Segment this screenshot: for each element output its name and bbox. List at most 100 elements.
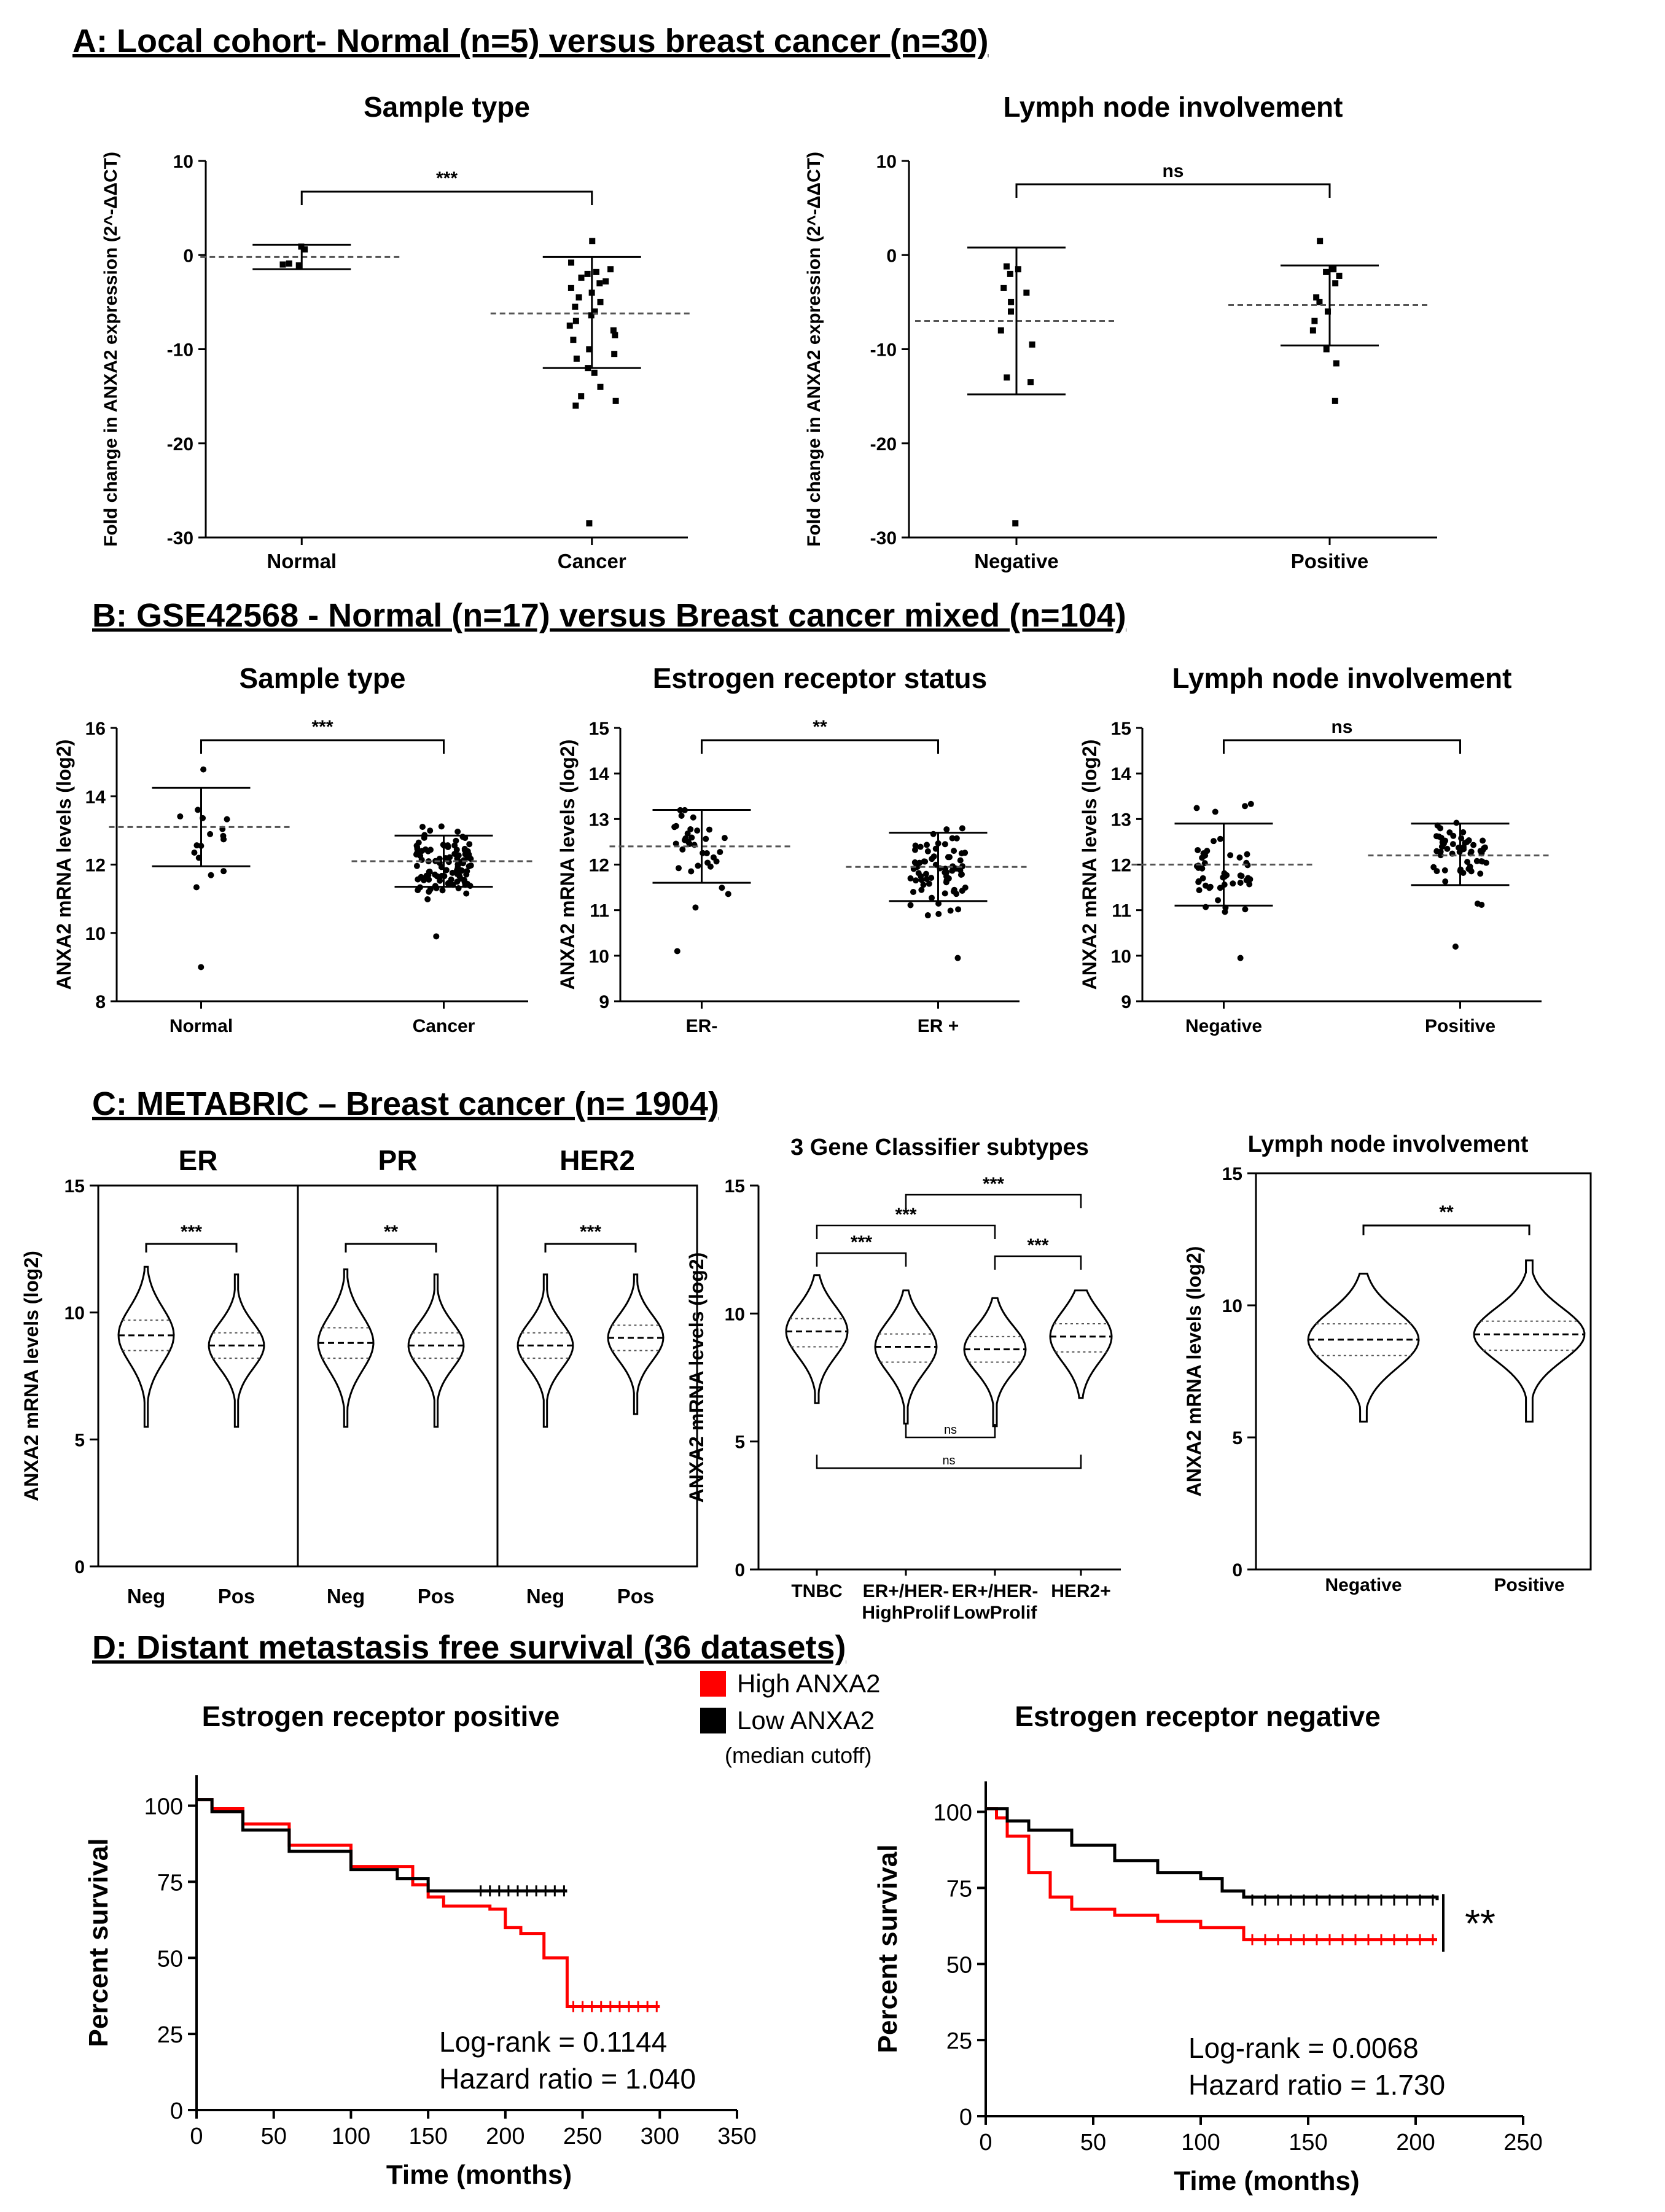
B2-data-point (935, 901, 942, 907)
A1-title: Sample type (364, 91, 530, 123)
C1-category-label: Pos (617, 1585, 655, 1608)
B3-data-point (1478, 901, 1485, 908)
A1-data-point (591, 308, 598, 315)
B1-data-point (439, 887, 446, 894)
C2-y-tick-label: 15 (725, 1176, 745, 1197)
B2-y-title: ANXA2 mRNA levels (log2) (556, 740, 579, 990)
A2-data-point (1325, 308, 1332, 315)
B3-data-point (1199, 854, 1206, 861)
B3-data-point (1195, 846, 1201, 853)
B1-data-point (415, 839, 422, 846)
B2-data-point (690, 814, 696, 821)
D2-x-tick-label: 150 (1289, 2130, 1327, 2155)
C1-significance-bracket (345, 1243, 437, 1253)
B3-data-point (1437, 852, 1444, 859)
B2-y-tick-label: 14 (589, 764, 610, 784)
C1-y-tick-label: 15 (64, 1176, 85, 1197)
C3-title: Lymph node involvement (1248, 1131, 1529, 1157)
B2-data-point (942, 869, 948, 876)
B3-data-point (1464, 859, 1471, 866)
B3-significance-bracket (1223, 739, 1461, 754)
D1-x-tick-label: 350 (717, 2124, 756, 2149)
B1-data-point (451, 842, 458, 849)
legend-swatch-high (700, 1671, 726, 1697)
B3-data-point (1449, 841, 1456, 848)
D1-x-title: Time (months) (386, 2160, 572, 2190)
B2-y-tick-label: 13 (589, 810, 609, 830)
B2-data-point (953, 835, 960, 842)
B1-data-point (466, 863, 472, 870)
D2-x-tick-label: 200 (1396, 2130, 1435, 2155)
A1-significance-label: *** (436, 168, 458, 189)
A1-data-point (572, 303, 579, 310)
B3-data-point (1444, 845, 1451, 852)
B2-data-point (688, 834, 695, 841)
D1-x-tick-label: 200 (486, 2124, 524, 2149)
D1-x-tick-label: 250 (563, 2124, 602, 2149)
A1-data-point (572, 402, 579, 409)
B2-data-point (703, 835, 709, 842)
A1-data-point (570, 337, 577, 343)
A1-y-title: Fold change in ANXA2 expression (2^-ΔΔCT… (101, 152, 121, 547)
D2-y-tick-label: 0 (959, 2105, 972, 2130)
B3-data-point (1242, 906, 1249, 913)
B2-data-point (717, 849, 723, 856)
B2-data-point (700, 850, 706, 856)
A2-data-point (1311, 318, 1318, 324)
C2-violin (874, 1289, 938, 1425)
D1-y-tick-label: 0 (170, 2098, 183, 2124)
B2-data-point (719, 885, 725, 891)
B2-data-point (675, 865, 682, 872)
B2-data-point (910, 889, 917, 896)
panel-header-D: D: Distant metastasis free survival (36 … (92, 1629, 846, 1666)
A1-data-point (602, 278, 609, 285)
C1-subpanel-title: ER (179, 1144, 218, 1176)
B2-y-tick-label: 12 (589, 856, 609, 876)
B2-category-label: ER- (686, 1016, 718, 1036)
D2-significance-label: ** (1465, 1901, 1495, 1945)
B1-data-point (449, 869, 456, 876)
B2-data-point (929, 894, 935, 901)
D1-y-tick-label: 100 (144, 1794, 183, 1820)
B2-data-point (907, 902, 914, 909)
A2-data-point (1316, 299, 1323, 305)
B2-data-point (707, 863, 714, 870)
B3-data-point (1468, 868, 1475, 875)
C2-category-label: TNBC (791, 1581, 842, 1601)
B3-data-point (1438, 835, 1445, 842)
B3-data-point (1458, 835, 1465, 842)
B3-data-point (1481, 844, 1488, 851)
B3-data-point (1237, 955, 1244, 961)
B1-data-point (426, 888, 432, 895)
D1-logrank: Log-rank = 0.1144 (439, 2026, 667, 2058)
B2-data-point (924, 848, 931, 854)
B1-data-point (208, 872, 214, 878)
D2-y-title: Percent survival (873, 1845, 903, 2054)
A1-data-point (596, 280, 603, 287)
C2-significance-bracket (816, 1455, 1082, 1469)
B3-data-point (1247, 800, 1254, 807)
B2-data-point (924, 842, 930, 848)
A2-title: Lymph node involvement (1004, 91, 1343, 123)
B3-data-point (1196, 887, 1203, 894)
B1-data-point (454, 878, 461, 885)
B1-y-tick-label: 16 (85, 719, 106, 739)
A2-data-point (1008, 308, 1015, 315)
D2-y-tick-label: 50 (946, 1952, 972, 1978)
A2-y-tick-label: -30 (870, 528, 897, 549)
D2-logrank: Log-rank = 0.0068 (1188, 2032, 1419, 2064)
A1-data-point (568, 259, 575, 266)
A1-category-label: Cancer (558, 550, 626, 573)
B3-significance-label: ns (1331, 717, 1352, 737)
D1-y-tick-label: 25 (157, 2022, 183, 2048)
B2-data-point (725, 891, 731, 897)
B3-data-point (1211, 838, 1217, 845)
A1-data-point (578, 275, 585, 281)
B2-data-point (673, 823, 679, 829)
D2-x-tick-label: 250 (1503, 2130, 1542, 2155)
B2-y-tick-label: 10 (589, 947, 609, 967)
B2-data-point (687, 826, 694, 832)
C2-significance-bracket (816, 1224, 996, 1239)
B3-data-point (1227, 852, 1234, 859)
